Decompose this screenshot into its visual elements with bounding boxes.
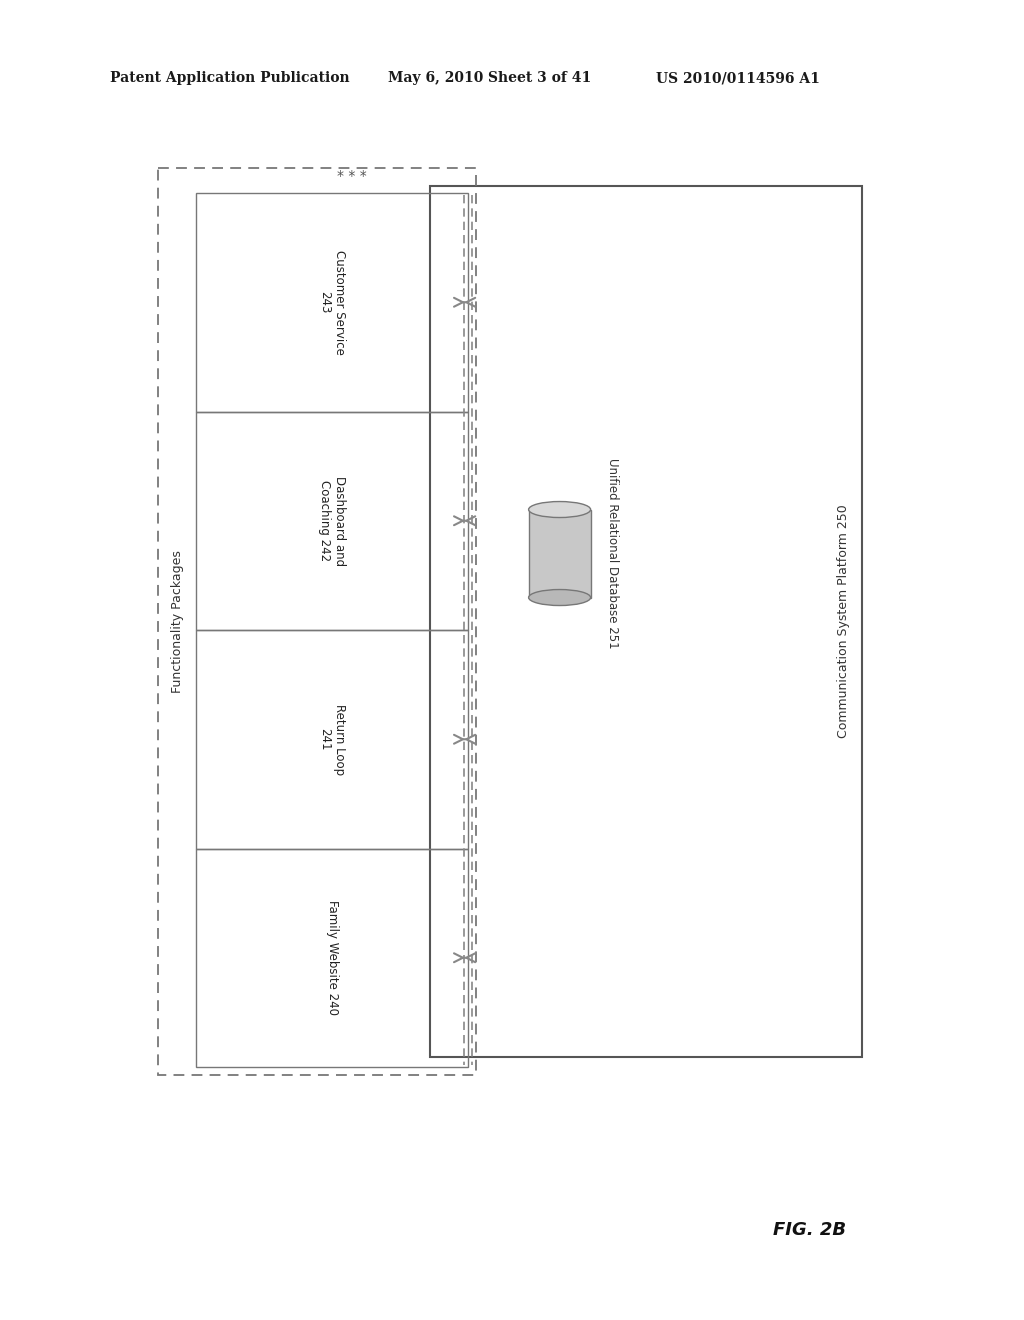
Text: Return Loop
241: Return Loop 241	[318, 704, 346, 775]
Ellipse shape	[528, 502, 591, 517]
Text: FIG. 2B: FIG. 2B	[773, 1221, 847, 1239]
Text: Family Website 240: Family Website 240	[326, 900, 339, 1015]
Text: Sheet 3 of 41: Sheet 3 of 41	[488, 71, 591, 84]
Text: * * *: * * *	[337, 169, 367, 183]
Text: Customer Service
243: Customer Service 243	[318, 249, 346, 355]
Text: May 6, 2010: May 6, 2010	[388, 71, 483, 84]
Text: Unified Relational Database 251: Unified Relational Database 251	[606, 458, 620, 649]
Text: US 2010/0114596 A1: US 2010/0114596 A1	[656, 71, 820, 84]
Text: Communication System Platform 250: Communication System Platform 250	[838, 504, 851, 738]
Ellipse shape	[528, 590, 591, 606]
Text: Patent Application Publication: Patent Application Publication	[110, 71, 349, 84]
Polygon shape	[528, 510, 591, 598]
Text: Dashboard and
Coaching 242: Dashboard and Coaching 242	[318, 475, 346, 566]
Text: Functionality Packages: Functionality Packages	[171, 550, 184, 693]
